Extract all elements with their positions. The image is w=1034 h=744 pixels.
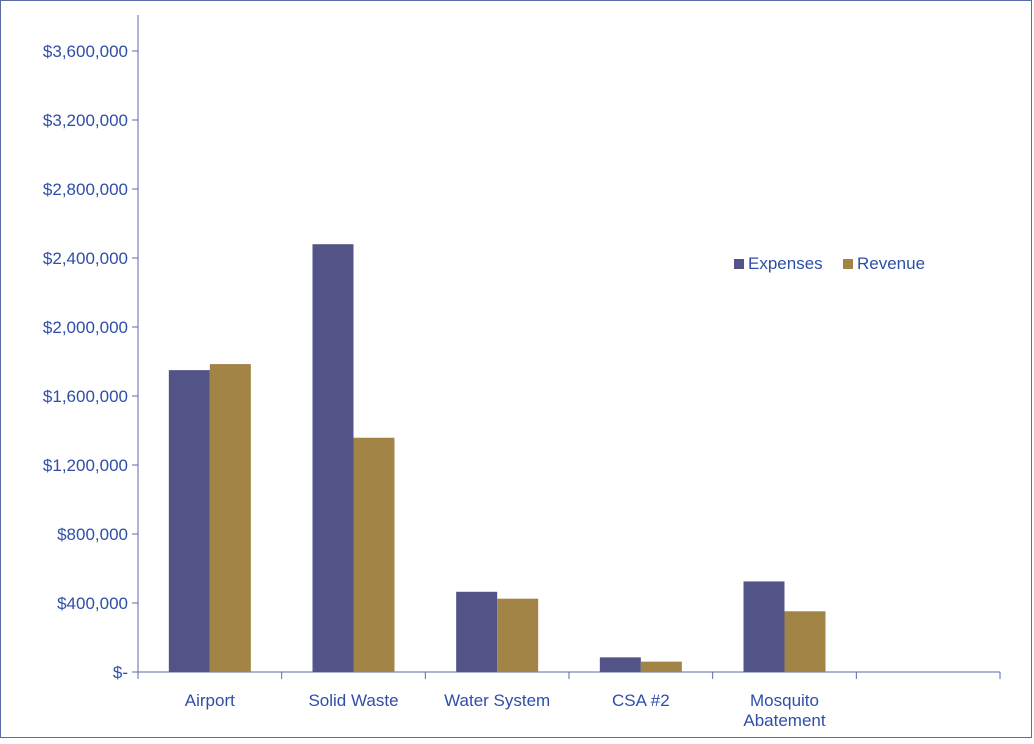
legend-swatch-expenses [734, 259, 744, 269]
x-tick-label: Mosquito [750, 691, 819, 710]
y-tick-label: $2,400,000 [43, 249, 128, 268]
y-tick-label: $3,200,000 [43, 111, 128, 130]
y-tick-label: $1,200,000 [43, 456, 128, 475]
bar-expenses [168, 370, 210, 672]
bar-expenses [599, 657, 641, 672]
x-tick-label: Abatement [743, 711, 825, 730]
bar-revenue [497, 598, 539, 672]
y-tick-label: $2,800,000 [43, 180, 128, 199]
x-tick-label: CSA #2 [612, 691, 670, 710]
y-tick-label: $- [113, 663, 128, 682]
y-tick-label: $3,600,000 [43, 42, 128, 61]
bar-revenue [640, 661, 682, 672]
legend-label-expenses: Expenses [748, 254, 823, 273]
x-tick-label: Solid Waste [308, 691, 398, 710]
bar-revenue [209, 364, 251, 672]
y-tick-label: $800,000 [57, 525, 128, 544]
bar-expenses [743, 581, 785, 672]
y-tick-label: $400,000 [57, 594, 128, 613]
bar-expenses [456, 591, 498, 672]
x-tick-label: Water System [444, 691, 550, 710]
y-tick-label: $1,600,000 [43, 387, 128, 406]
x-tick-label: Airport [185, 691, 235, 710]
bar-revenue [353, 437, 395, 672]
y-tick-label: $2,000,000 [43, 318, 128, 337]
legend-swatch-revenue [843, 259, 853, 269]
bar-revenue [784, 611, 826, 672]
bar-expenses [312, 244, 354, 672]
legend-label-revenue: Revenue [857, 254, 925, 273]
